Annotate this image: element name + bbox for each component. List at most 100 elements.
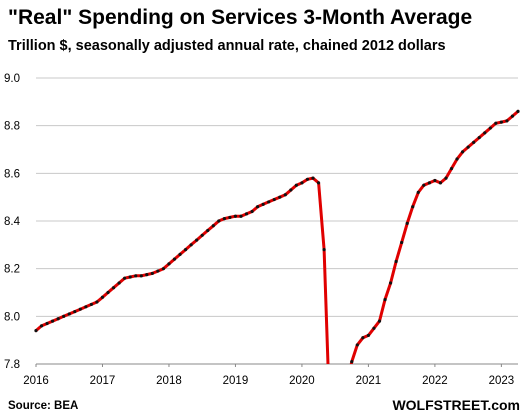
y-tick-label: 8.0: [4, 311, 20, 323]
data-point: [488, 126, 492, 130]
data-point: [294, 183, 298, 187]
data-point: [34, 329, 38, 333]
data-point: [134, 274, 138, 278]
data-point: [267, 200, 271, 204]
data-point: [289, 188, 293, 192]
data-point: [217, 219, 221, 223]
data-point: [311, 176, 315, 180]
data-point: [39, 324, 44, 328]
data-point: [67, 312, 71, 316]
data-point: [78, 307, 82, 311]
data-point: [472, 140, 476, 144]
data-point: [222, 217, 226, 221]
x-tick-label: 2023: [489, 375, 515, 387]
data-point: [283, 193, 287, 197]
data-point: [433, 178, 437, 183]
data-point: [427, 181, 431, 185]
data-point: [183, 248, 188, 252]
data-point: [316, 181, 321, 185]
x-tick-label: 2020: [289, 375, 315, 387]
data-point: [449, 166, 454, 171]
data-point: [355, 343, 359, 347]
data-point: [383, 298, 387, 302]
y-tick-label: 8.4: [4, 216, 21, 228]
data-point: [56, 317, 60, 321]
data-point: [438, 181, 443, 185]
data-point: [145, 273, 149, 277]
data-point: [256, 205, 260, 209]
y-tick-label: 7.8: [4, 359, 20, 371]
series-group: [34, 109, 520, 364]
data-point: [167, 262, 171, 266]
data-point: [106, 290, 110, 295]
data-point: [361, 336, 365, 340]
data-point: [388, 281, 393, 285]
data-point: [200, 233, 204, 237]
data-point: [51, 319, 55, 323]
chart-title: "Real" Spending on Services 3-Month Aver…: [8, 6, 473, 29]
data-point: [483, 131, 487, 135]
x-tick-label: 2016: [23, 375, 49, 387]
data-point: [117, 281, 121, 285]
data-point: [411, 205, 415, 209]
data-point: [494, 121, 498, 125]
data-point: [62, 314, 66, 318]
data-point: [400, 240, 404, 245]
data-point: [444, 176, 448, 180]
data-point: [206, 228, 210, 233]
x-tick-label: 2019: [223, 375, 249, 387]
data-point: [195, 238, 199, 242]
data-point: [189, 243, 193, 247]
data-point: [422, 183, 426, 187]
data-point: [477, 135, 481, 140]
data-point: [89, 302, 94, 307]
data-point: [244, 212, 249, 216]
data-point: [261, 202, 265, 206]
data-point: [505, 119, 509, 123]
data-point: [45, 321, 49, 326]
data-point: [172, 257, 177, 261]
data-point: [73, 309, 77, 314]
y-tick-label: 8.2: [4, 264, 20, 276]
data-point: [272, 197, 276, 202]
brand-watermark: WOLFSTREET.com: [392, 397, 520, 413]
series-line: [34, 176, 330, 364]
data-point: [300, 181, 304, 185]
data-point: [416, 190, 420, 194]
x-tick-label: 2021: [356, 375, 382, 387]
data-point: [350, 360, 354, 364]
data-point: [150, 271, 154, 276]
y-tick-label: 8.6: [4, 168, 20, 180]
x-tick-label: 2018: [156, 375, 182, 387]
data-point: [139, 274, 143, 278]
data-point: [233, 214, 238, 218]
data-point: [278, 195, 282, 199]
data-point: [372, 326, 376, 330]
data-point: [499, 120, 503, 124]
source-note: Source: BEA: [8, 400, 79, 412]
data-point: [394, 259, 398, 264]
data-point: [161, 267, 166, 271]
y-tick-label: 8.8: [4, 121, 20, 133]
data-point: [211, 224, 215, 228]
data-point: [111, 286, 116, 290]
chart-subtitle: Trillion $, seasonally adjusted annual r…: [8, 38, 446, 54]
data-point: [228, 215, 232, 220]
data-point: [460, 150, 465, 154]
data-point: [466, 145, 470, 149]
data-point: [128, 275, 132, 279]
x-tick-label: 2022: [422, 375, 448, 387]
data-point: [516, 109, 520, 113]
y-tick-label: 9.0: [4, 73, 20, 85]
data-point: [100, 295, 105, 299]
data-point: [305, 177, 310, 181]
data-point: [405, 221, 409, 225]
data-point: [510, 114, 515, 118]
data-point: [322, 248, 326, 252]
x-tick-label: 2017: [90, 375, 116, 387]
data-point: [156, 269, 160, 273]
data-point: [178, 252, 182, 256]
data-point: [455, 157, 459, 161]
data-point: [123, 276, 127, 280]
